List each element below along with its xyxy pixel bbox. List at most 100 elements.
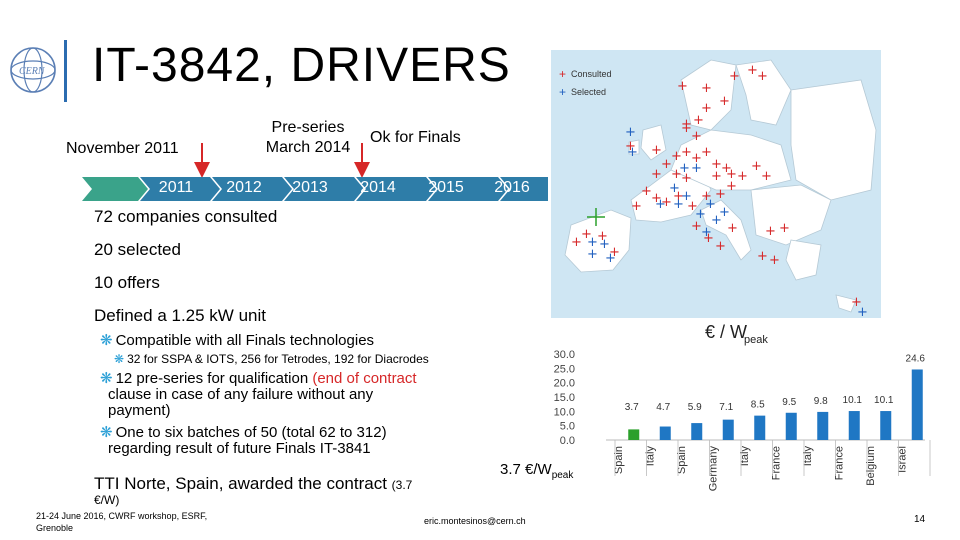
- year-2011: 2011: [158, 179, 194, 196]
- svg-text:+: +: [701, 101, 712, 116]
- category-label: Italy: [644, 446, 656, 467]
- svg-text:+: +: [747, 63, 758, 78]
- bar: [785, 412, 797, 440]
- year-2012: 2012: [226, 179, 262, 196]
- selected-markers: ++++ ++++ ++++ ++++ ++: [587, 125, 868, 318]
- bar: [817, 411, 829, 440]
- svg-text:+: +: [693, 113, 704, 128]
- milestone-pre-series: Pre-series March 2014: [258, 118, 358, 158]
- y-tick-label: 5.0: [560, 421, 575, 433]
- svg-text:+: +: [627, 145, 638, 160]
- bullet-compatible: ❋ Compatible with all Finals technologies: [100, 331, 374, 349]
- svg-text:+: +: [691, 219, 702, 234]
- svg-text:+: +: [581, 227, 592, 242]
- svg-text:+: +: [729, 69, 740, 84]
- svg-text:+: +: [765, 224, 776, 239]
- svg-text:+: +: [681, 171, 692, 186]
- legend-selected-icon: +: [559, 85, 566, 99]
- bullet-compatible-text: Compatible with all Finals technologies: [115, 332, 375, 349]
- stat-offers: 10 offers: [94, 273, 160, 292]
- milestone-november-2011: November 2011: [66, 140, 179, 157]
- svg-text:+: +: [711, 169, 722, 184]
- bar-value-label: 24.6: [906, 353, 926, 364]
- svg-text:+: +: [691, 161, 702, 176]
- highlight-star-icon: [587, 208, 605, 226]
- svg-text:+: +: [737, 169, 748, 184]
- svg-text:+: +: [671, 149, 682, 164]
- svg-text:+: +: [695, 207, 706, 222]
- svg-text:+: +: [701, 225, 712, 240]
- bullet-pre-series: ❋ 12 pre-series for qualification (end of…: [100, 371, 417, 419]
- bar-value-label: 5.9: [688, 402, 702, 413]
- svg-text:+: +: [761, 169, 772, 184]
- chart-legend-main: 3.7 €/W: [500, 461, 552, 478]
- svg-text:+: +: [757, 69, 768, 84]
- svg-text:+: +: [681, 121, 692, 136]
- svg-text:+: +: [687, 199, 698, 214]
- svg-text:+: +: [661, 157, 672, 172]
- svg-text:+: +: [625, 139, 636, 154]
- svg-text:+: +: [715, 239, 726, 254]
- year-2016: 2016: [494, 179, 530, 196]
- timeline-band: [82, 177, 548, 201]
- legend-consulted-icon: +: [559, 67, 566, 81]
- bar-value-label: 7.1: [719, 402, 733, 413]
- title-accent-bar: [64, 40, 67, 102]
- bar-value-label: 10.1: [874, 395, 894, 406]
- bar: [880, 411, 892, 440]
- year-2015: 2015: [428, 179, 464, 196]
- svg-text:+: +: [651, 191, 662, 206]
- bar: [691, 423, 703, 440]
- svg-text:+: +: [726, 179, 737, 194]
- bar: [754, 415, 766, 440]
- award-statement: TTI Norte, Spain, awarded the contract (…: [94, 474, 412, 494]
- y-tick-label: 15.0: [554, 392, 575, 404]
- svg-text:+: +: [851, 295, 862, 310]
- cern-logo: CERN: [10, 47, 56, 93]
- y-tick-label: 25.0: [554, 363, 575, 375]
- bullet-pre-series-text: 12 pre-series for qualification: [115, 370, 313, 387]
- bar: [722, 419, 734, 440]
- bar: [659, 426, 671, 440]
- svg-text:+: +: [651, 167, 662, 182]
- svg-text:+: +: [679, 161, 690, 176]
- y-tick-label: 10.0: [554, 406, 575, 418]
- bullet-pre-series-line2: clause in case of any failure without an…: [108, 386, 374, 403]
- svg-text:+: +: [641, 184, 652, 199]
- svg-text:+: +: [655, 197, 666, 212]
- cost-chart: € / Wpeak30.025.020.015.010.05.00.03.7Sp…: [554, 322, 931, 491]
- legend-consulted-label: Consulted: [571, 69, 612, 79]
- svg-text:+: +: [727, 221, 738, 236]
- svg-text:+: +: [703, 231, 714, 246]
- svg-text:+: +: [669, 181, 680, 196]
- svg-text:+: +: [701, 189, 712, 204]
- svg-text:+: +: [857, 305, 868, 318]
- footer-email[interactable]: eric.montesinos@cern.ch: [424, 516, 526, 526]
- bar: [628, 429, 640, 440]
- svg-text:+: +: [571, 235, 582, 250]
- svg-text:+: +: [651, 143, 662, 158]
- bullet-counts: ❋ 32 for SSPA & IOTS, 256 for Tetrodes, 1…: [114, 352, 429, 366]
- page-title: IT-3842, DRIVERS: [92, 39, 511, 92]
- footer-event-line1: 21-24 June 2016, CWRF workshop, ESRF,: [36, 511, 208, 521]
- category-label: Italy: [802, 446, 814, 467]
- bar-value-label: 4.7: [656, 402, 670, 413]
- svg-text:+: +: [681, 117, 692, 132]
- chart-legend-sub: peak: [551, 470, 574, 482]
- award-main: TTI Norte, Spain, awarded the contract: [94, 474, 392, 493]
- footer-event-line2: Grenoble: [36, 523, 74, 533]
- svg-text:+: +: [597, 229, 608, 244]
- svg-text:+: +: [671, 167, 682, 182]
- bar: [848, 411, 860, 440]
- svg-text:+: +: [681, 145, 692, 160]
- category-label: Spain: [676, 446, 688, 474]
- bar-value-label: 9.5: [782, 397, 796, 408]
- svg-text:+: +: [711, 157, 722, 172]
- category-label: France: [770, 446, 782, 480]
- svg-text:+: +: [701, 81, 712, 96]
- y-tick-label: 20.0: [554, 378, 575, 390]
- chart-legend-label: 3.7 €/Wpeak: [500, 461, 573, 481]
- svg-text:+: +: [769, 253, 780, 268]
- category-label: Italy: [739, 446, 751, 467]
- bar-value-label: 10.1: [843, 395, 863, 406]
